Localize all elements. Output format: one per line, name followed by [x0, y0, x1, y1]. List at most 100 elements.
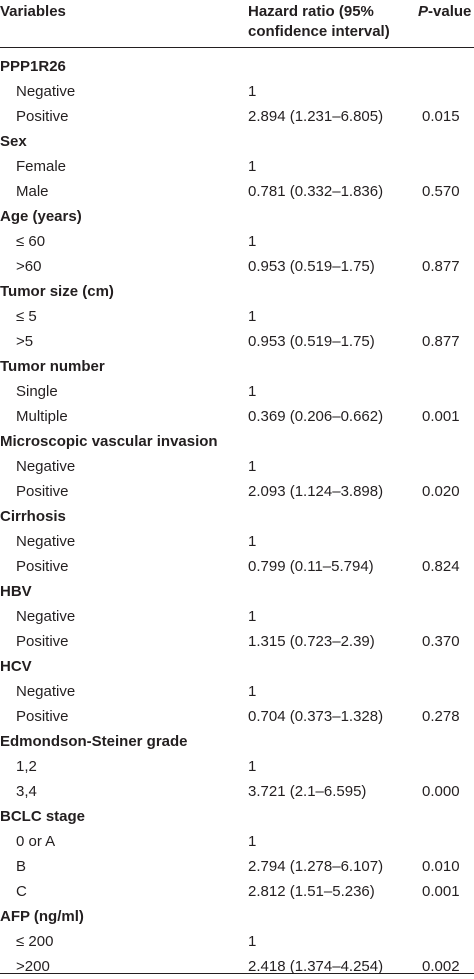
header-rule	[0, 47, 474, 48]
category-label: B	[16, 858, 27, 875]
hazard-ratio-cell: 1	[248, 83, 257, 100]
variable-group-row: Cirrhosis	[0, 504, 474, 529]
hazard-ratio-cell: 0.704 (0.373–1.328)	[248, 708, 384, 725]
table-row: Negative 1	[0, 454, 474, 479]
hazard-ratio-cell: 1	[248, 683, 257, 700]
table-row: Positive 2.093 (1.124–3.898) 0.020	[0, 479, 474, 504]
variable-group-label: BCLC stage	[0, 808, 86, 825]
table-row: >5 0.953 (0.519–1.75) 0.877	[0, 329, 474, 354]
table-row: 1,2 1	[0, 754, 474, 779]
hazard-ratio-cell: 1	[248, 158, 257, 175]
table-row: Negative 1	[0, 79, 474, 104]
variable-group-label: Sex	[0, 133, 27, 150]
hazard-ratio-cell: 2.418 (1.374–4.254)	[248, 958, 384, 975]
category-label: Negative	[16, 458, 76, 475]
hazard-ratio-cell: 2.812 (1.51–5.236)	[248, 883, 375, 900]
category-label: Negative	[16, 533, 76, 550]
variable-group-row: Microscopic vascular invasion	[0, 429, 474, 454]
header-hazard-ratio: Hazard ratio (95% confidence interval)	[248, 2, 390, 42]
p-value-cell: 0.015	[422, 108, 460, 125]
variable-group-label: HBV	[0, 583, 32, 600]
category-label: Negative	[16, 683, 76, 700]
header-p-rest: -value	[428, 3, 472, 20]
category-label: >60	[16, 258, 42, 275]
variable-group-label: AFP (ng/ml)	[0, 908, 84, 925]
p-value-cell: 0.020	[422, 483, 460, 500]
category-label: 3,4	[16, 783, 37, 800]
variable-group-label: Microscopic vascular invasion	[0, 433, 218, 450]
variable-group-label: Cirrhosis	[0, 508, 66, 525]
category-label: Multiple	[16, 408, 68, 425]
variable-group-label: Age (years)	[0, 208, 82, 225]
category-label: ≤ 200	[16, 933, 54, 950]
table-row: C 2.812 (1.51–5.236) 0.001	[0, 879, 474, 904]
variable-group-label: HCV	[0, 658, 32, 675]
table-row: Negative 1	[0, 529, 474, 554]
hazard-ratio-cell: 1	[248, 533, 257, 550]
hazard-ratio-cell: 1	[248, 608, 257, 625]
category-label: >200	[16, 958, 50, 975]
variable-group-row: PPP1R26	[0, 54, 474, 79]
p-value-cell: 0.010	[422, 858, 460, 875]
category-label: Positive	[16, 108, 69, 125]
header-p-italic: P	[418, 3, 429, 20]
category-label: ≤ 60	[16, 233, 46, 250]
hazard-ratio-cell: 1	[248, 833, 257, 850]
variable-group-row: Tumor number	[0, 354, 474, 379]
p-value-cell: 0.001	[422, 883, 460, 900]
hazard-ratio-cell: 1	[248, 458, 257, 475]
p-value-cell: 0.370	[422, 633, 460, 650]
variable-group-row: HBV	[0, 579, 474, 604]
table-row: Positive 1.315 (0.723–2.39) 0.370	[0, 629, 474, 654]
variable-group-row: Age (years)	[0, 204, 474, 229]
variable-group-label: Edmondson-Steiner grade	[0, 733, 188, 750]
p-value-cell: 0.877	[422, 333, 460, 350]
category-label: Positive	[16, 483, 69, 500]
p-value-cell: 0.001	[422, 408, 460, 425]
variable-group-row: BCLC stage	[0, 804, 474, 829]
hazard-ratio-cell: 1	[248, 308, 257, 325]
table-row: Multiple 0.369 (0.206–0.662) 0.001	[0, 404, 474, 429]
p-value-cell: 0.002	[422, 958, 460, 975]
variable-group-row: HCV	[0, 654, 474, 679]
hazard-ratio-cell: 3.721 (2.1–6.595)	[248, 783, 367, 800]
category-label: C	[16, 883, 27, 900]
variable-group-row: Sex	[0, 129, 474, 154]
variable-group-label: PPP1R26	[0, 58, 66, 75]
category-label: Positive	[16, 708, 69, 725]
hazard-ratio-cell: 1	[248, 233, 257, 250]
category-label: Male	[16, 183, 49, 200]
p-value-cell: 0.570	[422, 183, 460, 200]
p-value-cell: 0.877	[422, 258, 460, 275]
hazard-ratio-cell: 0.781 (0.332–1.836)	[248, 183, 384, 200]
hazard-ratio-cell: 2.894 (1.231–6.805)	[248, 108, 384, 125]
hazard-ratio-cell: 1.315 (0.723–2.39)	[248, 633, 375, 650]
table-row: ≤ 200 1	[0, 929, 474, 954]
hazard-ratio-cell: 0.369 (0.206–0.662)	[248, 408, 384, 425]
category-label: Single	[16, 383, 58, 400]
category-label: >5	[16, 333, 34, 350]
variable-group-label: Tumor size (cm)	[0, 283, 114, 300]
hazard-ratio-cell: 1	[248, 758, 257, 775]
p-value-cell: 0.824	[422, 558, 460, 575]
table-row: Positive 2.894 (1.231–6.805) 0.015	[0, 104, 474, 129]
variable-group-row: AFP (ng/ml)	[0, 904, 474, 929]
variable-group-label: Tumor number	[0, 358, 105, 375]
category-label: Positive	[16, 558, 69, 575]
table-row: Positive 0.704 (0.373–1.328) 0.278	[0, 704, 474, 729]
table-row: B 2.794 (1.278–6.107) 0.010	[0, 854, 474, 879]
hazard-ratio-cell: 0.799 (0.11–5.794)	[248, 558, 374, 575]
header-p-value: P-value	[418, 2, 471, 22]
header-hazard-ratio-line1: Hazard ratio (95%	[248, 3, 374, 20]
p-value-cell: 0.000	[422, 783, 460, 800]
table-row: ≤ 5 1	[0, 304, 474, 329]
variable-group-row: Edmondson-Steiner grade	[0, 729, 474, 754]
table-row: 0 or A 1	[0, 829, 474, 854]
category-label: Female	[16, 158, 67, 175]
p-value-cell: 0.278	[422, 708, 460, 725]
header-variables: Variables	[0, 3, 66, 20]
table-row: Single 1	[0, 379, 474, 404]
hazard-ratio-cell: 0.953 (0.519–1.75)	[248, 258, 375, 275]
table-row: Positive 0.799 (0.11–5.794) 0.824	[0, 554, 474, 579]
category-label: Negative	[16, 608, 76, 625]
